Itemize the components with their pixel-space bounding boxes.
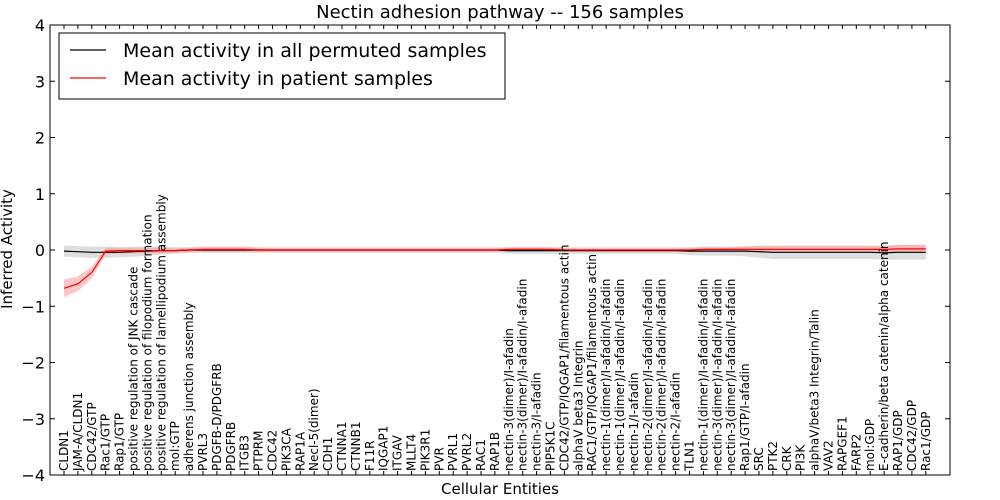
x-tick-label: Rac1/GTP xyxy=(99,414,113,471)
x-tick-label: alphaV/beta3 Integrin/Talin xyxy=(808,309,822,471)
x-tick-label: TLN1 xyxy=(683,440,697,472)
x-axis-label: Cellular Entities xyxy=(441,480,559,498)
legend-label-permuted: Mean activity in all permuted samples xyxy=(123,40,486,62)
x-tick-label: CTNNB1 xyxy=(349,421,363,471)
x-tick-label: CDC42/GTP xyxy=(85,402,99,471)
x-tick-label: PIP5K1C xyxy=(544,421,558,471)
y-tick-label: 4 xyxy=(35,16,45,35)
x-tick-label: nectin-3(dimer)/I-afadin/I-afadin xyxy=(516,279,530,471)
x-tick-label: CDC42/GTP/IQGAP1/filamentous actin xyxy=(557,245,571,471)
x-tick-label: positive regulation of filopodium format… xyxy=(140,214,154,471)
x-tick-label: SRC xyxy=(752,447,766,471)
x-tick-label: nectin-1(dimer)/I-afadin/I-afadin xyxy=(613,279,627,471)
x-tick-label: CDC42/GDP xyxy=(905,400,919,471)
x-tick-label: CDH1 xyxy=(321,437,335,471)
x-tick-label: CDC42 xyxy=(266,430,280,471)
x-tick-label: PDGFB-D/PDGFRB xyxy=(210,363,224,471)
x-tick-label: CLDN1 xyxy=(57,430,71,471)
legend: Mean activity in all permuted samples Me… xyxy=(58,32,506,100)
x-tick-label: positive regulation of lamellipodium ass… xyxy=(154,194,168,471)
y-tick-label: 2 xyxy=(35,129,45,148)
y-tick-label: 0 xyxy=(35,241,45,260)
legend-box xyxy=(58,32,506,100)
x-tick-label: RAP1A xyxy=(293,431,307,471)
x-tick-label: RAC1/GTP/IQGAP1/filamentous actin xyxy=(585,254,599,471)
y-axis-label: Inferred Activity xyxy=(0,189,16,309)
x-tick-label: PIK3R1 xyxy=(418,429,432,471)
x-tick-label: E-cadherin/beta catenin/alpha catenin xyxy=(877,241,891,471)
y-tick-label: −3 xyxy=(21,410,45,429)
x-tick-label: alphaV beta3 Integrin xyxy=(571,340,585,471)
y-tick-label: 3 xyxy=(35,72,45,91)
x-tick-label: nectin-3(dimer)/I-afadin/I-afadin xyxy=(724,279,738,471)
x-tick-label: nectin-3(dimer)/I-afadin xyxy=(502,328,516,471)
legend-label-patient: Mean activity in patient samples xyxy=(123,68,433,90)
y-tick-label: −2 xyxy=(21,354,45,373)
x-tick-label: CTNNA1 xyxy=(335,421,349,471)
y-tick-label: −4 xyxy=(21,466,45,485)
x-tick-label: MLLT4 xyxy=(405,434,419,471)
x-tick-label: mol:GDP xyxy=(863,419,877,471)
x-tick-label: FARP2 xyxy=(849,434,863,471)
x-tick-label: nectin-3(dimer)/I-afadin/I-afadin xyxy=(710,279,724,471)
y-tick-label: −1 xyxy=(21,297,45,316)
x-tick-label: IQGAP1 xyxy=(377,426,391,471)
x-tick-label: PTPRM xyxy=(252,431,266,472)
x-tick-label: adherens junction assembly xyxy=(182,302,196,471)
x-tick-label: ITGAV xyxy=(391,434,405,471)
x-tick-label: nectin-3/I-afadin xyxy=(530,372,544,471)
x-tick-label: PVR xyxy=(432,447,446,471)
x-tick-label: RAPGEF1 xyxy=(835,416,849,471)
x-tick-label: Necl-5(dimer) xyxy=(307,388,321,471)
x-tick-label: positive regulation of JNK cascade xyxy=(127,267,141,471)
chart-title: Nectin adhesion pathway -- 156 samples xyxy=(316,2,684,23)
x-tick-label: RAP1B xyxy=(488,432,502,471)
x-tick-label: Rap1/GTP xyxy=(113,413,127,471)
x-tick-label: nectin-1(dimer)/I-afadin/I-afadin xyxy=(696,279,710,471)
x-tick-label: CRK xyxy=(780,445,794,471)
x-tick-label: PVRL1 xyxy=(446,433,460,471)
x-tick-label: PI3K xyxy=(794,444,808,471)
x-tick-label: PIK3CA xyxy=(279,427,293,471)
x-tick-label: PTK2 xyxy=(766,441,780,471)
y-tick-label: 1 xyxy=(35,185,45,204)
x-tick-label: RAP1/GDP xyxy=(891,410,905,471)
x-tick-label: F11R xyxy=(363,440,377,471)
x-tick-label: nectin-2(dimer)/I-afadin/I-afadin xyxy=(641,279,655,471)
x-tick-label: mol:GTP xyxy=(168,421,182,471)
x-tick-label: nectin-1/I-afadin xyxy=(627,372,641,471)
x-tick-label: Rac1/GDP xyxy=(919,412,933,471)
x-tick-label: PDGFRB xyxy=(224,422,238,471)
x-tick-label: Rap1/GTP/I-afadin xyxy=(738,363,752,471)
line-series-1 xyxy=(63,248,926,289)
x-tick-label: PVRL2 xyxy=(460,433,474,471)
x-tick-label: RAC1 xyxy=(474,439,488,471)
x-tick-label: VAV2 xyxy=(822,440,836,471)
x-tick-label: ITGB3 xyxy=(238,435,252,471)
x-tick-label: PVRL3 xyxy=(196,433,210,471)
x-tick-label: JAM-A/CLDN1 xyxy=(71,392,85,472)
x-tick-label: nectin-2(dimer)/I-afadin/I-afadin xyxy=(655,279,669,471)
x-tick-label: nectin-2/I-afadin xyxy=(669,372,683,471)
x-tick-label: nectin-1(dimer)/I-afadin/I-afadin xyxy=(599,279,613,471)
